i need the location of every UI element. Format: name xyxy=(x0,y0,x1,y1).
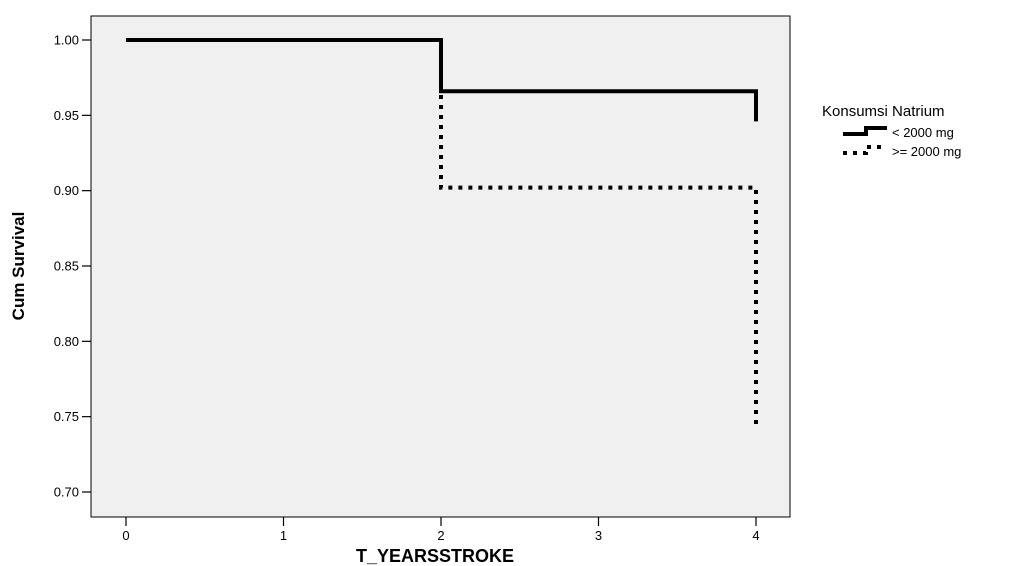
x-tick-label: 1 xyxy=(280,528,287,543)
x-tick-label: 3 xyxy=(595,528,602,543)
x-axis-title: T_YEARSSTROKE xyxy=(356,546,514,566)
y-axis: 0.70 0.75 0.80 0.85 0.90 0.95 1.00 xyxy=(54,33,91,500)
legend-title: Konsumsi Natrium xyxy=(822,103,945,120)
legend-swatch-series-1 xyxy=(843,126,887,136)
legend-swatches xyxy=(843,126,887,155)
x-tick-label: 0 xyxy=(122,528,129,543)
x-tick-label: 4 xyxy=(752,528,759,543)
x-axis: 0 1 2 3 4 xyxy=(122,517,760,543)
y-tick-label: 0.90 xyxy=(54,183,79,198)
plot-area xyxy=(90,15,791,518)
series-line-1 xyxy=(126,38,758,122)
y-tick-label: 0.75 xyxy=(54,409,79,424)
legend-label-series-2: >= 2000 mg xyxy=(892,144,961,159)
y-tick-label: 1.00 xyxy=(54,33,79,48)
y-tick-label: 0.95 xyxy=(54,108,79,123)
legend-swatch-series-2 xyxy=(843,145,887,155)
y-tick-label: 0.70 xyxy=(54,485,79,500)
series-layer xyxy=(126,38,758,429)
legend-label-series-1: < 2000 mg xyxy=(892,125,954,140)
y-axis-title: Cum Survival xyxy=(9,212,28,321)
y-tick-label: 0.80 xyxy=(54,334,79,349)
legend: Konsumsi Natrium < 2000 mg >= 2000 mg xyxy=(822,103,961,159)
y-tick-label: 0.85 xyxy=(54,259,79,274)
x-tick-label: 2 xyxy=(437,528,444,543)
